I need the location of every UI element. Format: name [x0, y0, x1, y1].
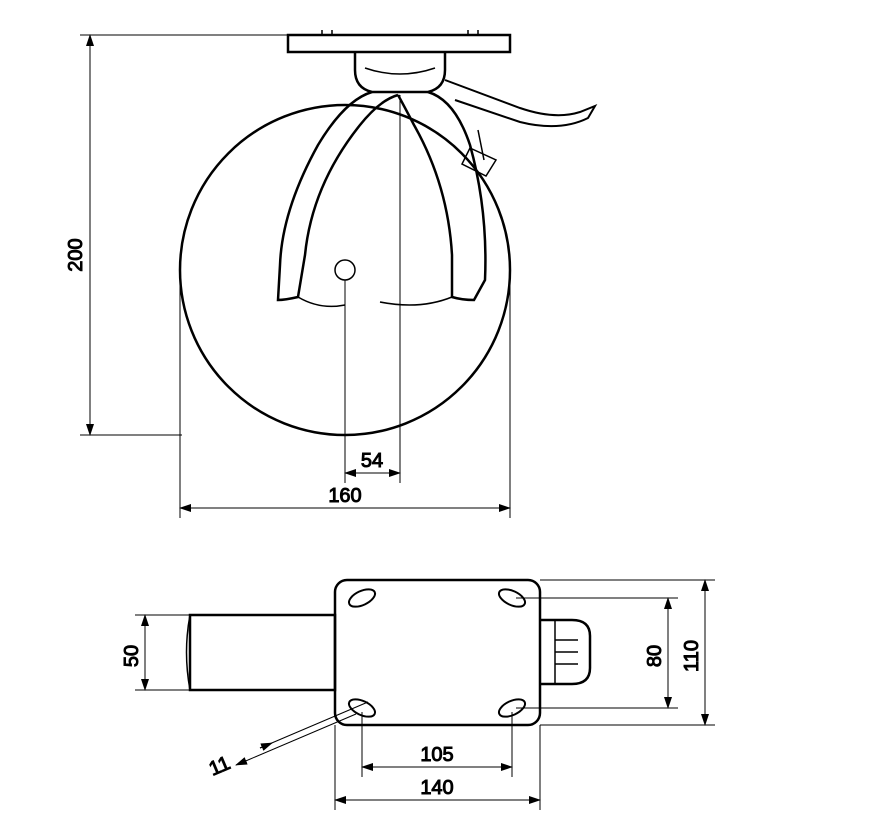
swivel-head: [355, 52, 445, 92]
fork: [278, 92, 485, 306]
dim-bolt-spacing-length: 105: [420, 744, 453, 766]
dim-swivel-offset: 54: [361, 450, 383, 472]
mounting-plate-side: [288, 30, 510, 52]
wheel-tread-top: [187, 615, 336, 690]
dim-plate-length: 140: [420, 777, 453, 799]
caster-engineering-drawing: 200 160 54: [0, 0, 890, 820]
hub-top: [540, 620, 590, 684]
brake-lever: [445, 80, 595, 176]
bolt-slots: [346, 586, 527, 721]
dim-wheel-diameter: 160: [328, 485, 361, 507]
dim-overall-height: 200: [65, 238, 87, 271]
top-view: 50 11 105 140 80: [121, 580, 715, 810]
dim-bolt-spacing-width: 80: [644, 645, 666, 667]
dim-plate-width: 110: [681, 640, 703, 672]
side-view: 200 160 54: [65, 30, 595, 518]
dim-slot-width: 11: [206, 752, 234, 780]
side-view-dimensions: 200 160 54: [65, 35, 510, 518]
dim-wheel-width: 50: [121, 645, 143, 667]
